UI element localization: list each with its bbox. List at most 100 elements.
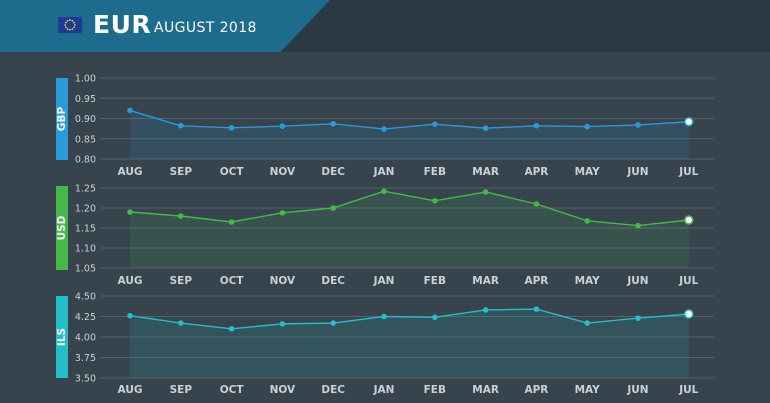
ils-y-tick: 4.00 xyxy=(75,333,96,344)
gbp-x-tick: JUN xyxy=(626,166,648,178)
gbp-x-tick: MAR xyxy=(472,166,499,178)
gbp-y-tick: 0.80 xyxy=(75,155,96,166)
ils-point-may xyxy=(584,320,590,326)
usd-label-bar xyxy=(56,186,68,270)
usd-point-nov xyxy=(279,210,286,216)
gbp-axis-label: GBP xyxy=(56,107,68,132)
ils-point-jun xyxy=(635,315,641,321)
ils-label-bar xyxy=(56,296,68,378)
ils-y-tick: 3.75 xyxy=(75,353,96,364)
ils-series-line xyxy=(129,308,689,330)
ils-x-tick: JAN xyxy=(373,384,395,396)
usd-y-tick: 1.20 xyxy=(75,204,96,215)
gbp-point-feb xyxy=(432,121,438,127)
gbp-point-sep xyxy=(178,122,184,129)
usd-x-tick: MAR xyxy=(472,275,499,287)
usd-point-oct xyxy=(228,219,235,225)
ils-x-tick: JUL xyxy=(678,384,698,396)
usd-series-line xyxy=(129,190,689,227)
ils-x-tick: SEP xyxy=(170,384,193,396)
gbp-y-tick: 0.90 xyxy=(75,114,96,125)
ils-x-tick: AUG xyxy=(118,384,143,396)
gbp-point-jan xyxy=(381,126,387,132)
gbp-point-mar xyxy=(482,125,489,132)
usd-axis-label: USD xyxy=(56,215,68,240)
gbp-y-tick: 0.85 xyxy=(75,134,96,145)
gbp-point-jun xyxy=(635,122,641,128)
gbp-point-jul xyxy=(684,116,694,127)
ils-x-tick: NOV xyxy=(270,384,296,396)
ils-point-jul xyxy=(684,309,694,319)
usd-y-tick: 1.25 xyxy=(75,184,96,195)
ils-point-dec xyxy=(330,320,337,326)
gbp-x-tick: APR xyxy=(524,166,548,178)
usd-x-tick: AUG xyxy=(118,275,143,287)
usd-y-tick: 1.15 xyxy=(75,224,96,235)
usd-x-tick: APR xyxy=(524,275,548,287)
ils-point-mar xyxy=(482,307,489,313)
gbp-x-tick: FEB xyxy=(424,166,446,178)
header-tab xyxy=(0,0,330,52)
usd-x-tick: MAY xyxy=(575,275,601,287)
usd-point-feb xyxy=(432,198,438,204)
usd-point-apr xyxy=(533,201,540,207)
usd-x-tick: JUN xyxy=(626,275,648,287)
usd-point-dec xyxy=(330,205,337,211)
ils-point-jan xyxy=(381,313,387,320)
usd-y-tick: 1.05 xyxy=(75,264,96,275)
gbp-y-tick: 1.00 xyxy=(75,74,96,85)
usd-point-sep xyxy=(178,213,184,219)
eu-flag-icon xyxy=(58,17,82,33)
period-label: AUGUST 2018 xyxy=(154,20,257,36)
ils-point-sep xyxy=(178,320,184,326)
usd-point-may xyxy=(584,218,590,224)
usd-area xyxy=(130,191,689,268)
ils-point-aug xyxy=(127,312,133,319)
usd-point-jun xyxy=(635,222,641,229)
gbp-x-tick: MAY xyxy=(575,166,601,178)
gbp-y-tick: 0.95 xyxy=(75,94,96,105)
ils-area xyxy=(130,309,689,378)
ils-point-nov xyxy=(279,321,286,327)
ils-x-tick: APR xyxy=(524,384,548,396)
currency-code: EUR xyxy=(93,10,152,39)
ils-x-tick: DEC xyxy=(321,384,345,396)
usd-x-tick: DEC xyxy=(321,275,345,287)
ils-y-tick: 3.50 xyxy=(75,374,96,385)
gbp-x-tick: JAN xyxy=(373,166,395,178)
gbp-series-line xyxy=(129,109,689,130)
ils-y-tick: 4.50 xyxy=(75,292,96,303)
gbp-x-tick: SEP xyxy=(170,166,193,178)
usd-x-tick: FEB xyxy=(424,275,446,287)
gbp-point-oct xyxy=(228,125,235,131)
ils-x-tick: FEB xyxy=(424,384,446,396)
ils-x-tick: JUN xyxy=(626,384,648,396)
ils-x-tick: OCT xyxy=(220,384,245,396)
gbp-point-nov xyxy=(279,123,286,129)
ils-point-feb xyxy=(432,314,438,321)
usd-point-aug xyxy=(127,209,133,215)
ils-x-tick: MAR xyxy=(472,384,499,396)
gbp-x-tick: OCT xyxy=(220,166,245,178)
gbp-area xyxy=(130,110,689,159)
gbp-point-aug xyxy=(127,107,133,114)
ils-point-oct xyxy=(228,326,235,332)
usd-x-tick: SEP xyxy=(170,275,193,287)
gbp-x-tick: JUL xyxy=(678,166,698,178)
usd-point-mar xyxy=(482,189,489,195)
gbp-point-may xyxy=(584,123,590,130)
usd-point-jan xyxy=(381,188,387,194)
usd-point-jul xyxy=(684,215,694,225)
usd-y-tick: 1.10 xyxy=(75,244,96,255)
ils-x-tick: MAY xyxy=(575,384,601,396)
ils-axis-label: ILS xyxy=(56,328,68,346)
usd-x-tick: NOV xyxy=(270,275,296,287)
ils-y-tick: 4.25 xyxy=(75,312,96,323)
gbp-point-dec xyxy=(330,120,337,127)
gbp-x-tick: AUG xyxy=(118,166,143,178)
gbp-label-bar xyxy=(56,78,68,160)
usd-x-tick: JAN xyxy=(373,275,395,287)
usd-x-tick: JUL xyxy=(678,275,698,287)
gbp-point-apr xyxy=(533,122,540,129)
